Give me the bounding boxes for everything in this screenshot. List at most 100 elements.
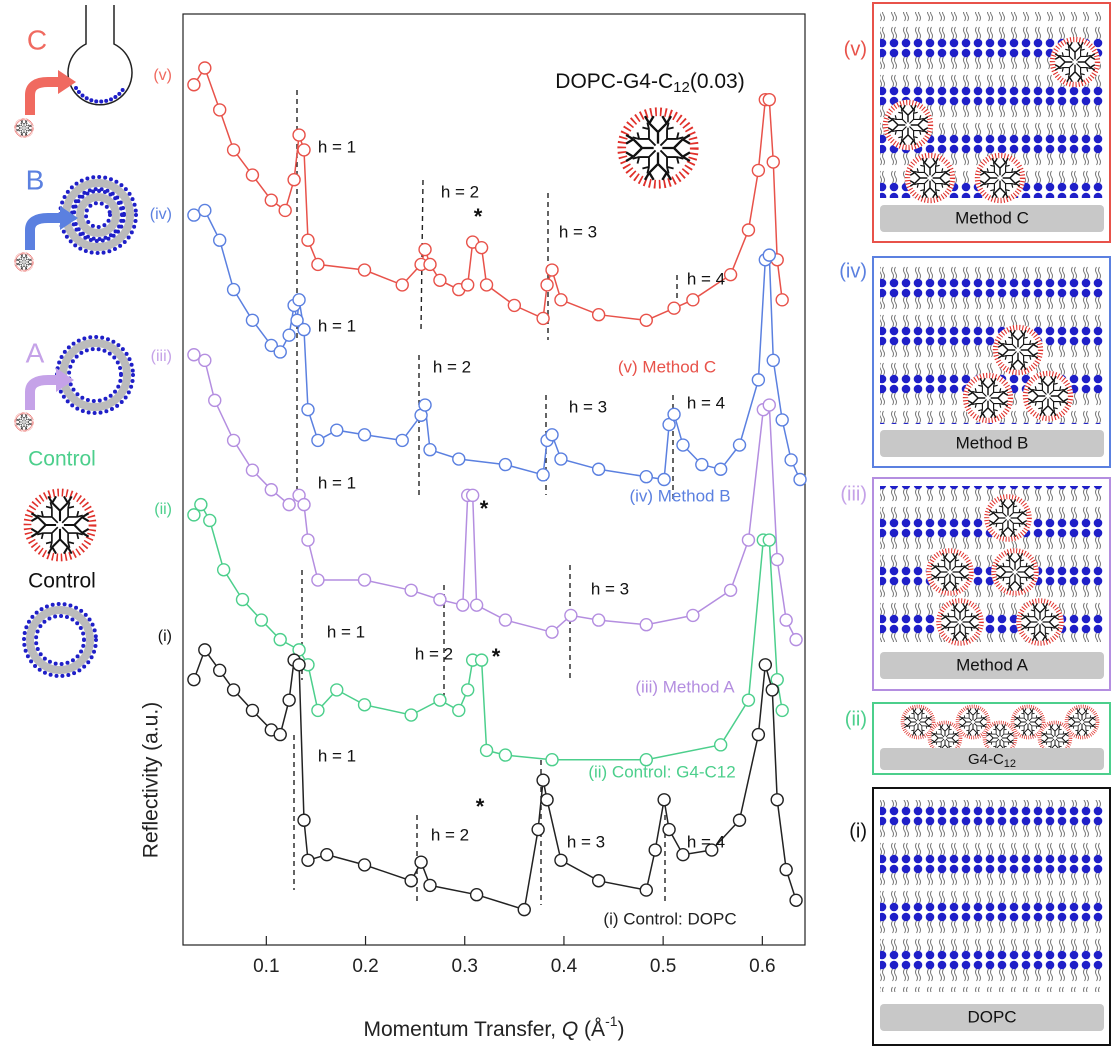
data-point [541, 794, 553, 806]
annotation: h = 4 [687, 393, 725, 412]
panel-roman: (v) [844, 38, 867, 60]
roman-label: (ii) [154, 501, 172, 518]
data-point [246, 704, 258, 716]
dendrimer [14, 412, 34, 432]
data-point [293, 659, 305, 671]
data-point [725, 584, 737, 596]
data-point [302, 234, 314, 246]
annotation: h = 1 [318, 137, 356, 156]
series-label: (v) Method C [618, 357, 716, 376]
data-point [759, 659, 771, 671]
data-point [265, 194, 277, 206]
icon-label: B [26, 164, 45, 195]
annotation: h = 3 [591, 579, 629, 598]
data-point [434, 274, 446, 286]
panel-roman: (ii) [845, 708, 867, 730]
y-axis-label: Reflectivity (a.u.) [140, 702, 163, 858]
data-point [696, 459, 708, 471]
data-point [476, 242, 488, 254]
dendrimer [1050, 37, 1100, 87]
data-point [331, 684, 343, 696]
data-point [763, 399, 775, 411]
arrow [30, 218, 62, 250]
vesicle-shell [63, 343, 127, 407]
dendrimer [1016, 598, 1064, 646]
annotation: h = 4 [687, 832, 725, 851]
panel-label-text: Method B [956, 434, 1029, 453]
roman-label: (i) [158, 628, 172, 645]
data-point [532, 824, 544, 836]
dendrimer [883, 100, 933, 150]
data-point [668, 408, 680, 420]
annotation: h = 2 [431, 825, 469, 844]
data-point [687, 294, 699, 306]
data-point [499, 459, 511, 471]
roman-label: (v) [153, 67, 172, 84]
panel-roman: (iv) [839, 260, 867, 282]
data-point [424, 879, 436, 891]
data-point [298, 499, 310, 511]
panel-label-text: DOPC [967, 1008, 1016, 1027]
dendrimer-icon [617, 107, 698, 188]
data-point [640, 619, 652, 631]
data-point [725, 269, 737, 281]
data-point [658, 474, 670, 486]
data-point [715, 739, 727, 751]
data-point [593, 309, 605, 321]
dendrimer [1023, 371, 1073, 421]
arrow [30, 82, 60, 115]
panel-label-text: Method C [955, 209, 1029, 228]
data-point [279, 204, 291, 216]
data-point [508, 299, 520, 311]
panel-label: DOPC [967, 1008, 1016, 1027]
series-label: (iii) Method A [635, 677, 735, 696]
chart-title: DOPC-G4-C12(0.03) [555, 70, 744, 96]
x-label-text: Momentum Transfer, [363, 1018, 561, 1041]
data-point [274, 346, 286, 358]
data-point [771, 554, 783, 566]
data-point [218, 564, 230, 576]
data-point [640, 471, 652, 483]
data-point [593, 463, 605, 475]
data-point [593, 614, 605, 626]
data-point [302, 854, 314, 866]
data-point [546, 754, 558, 766]
data-point [312, 574, 324, 586]
data-point [767, 156, 779, 168]
data-point [283, 694, 295, 706]
data-point [312, 258, 324, 270]
data-point [188, 349, 200, 361]
data-point [293, 294, 305, 306]
data-point [424, 444, 436, 456]
data-point [228, 434, 240, 446]
data-point [763, 249, 775, 261]
data-point [537, 312, 549, 324]
arrow [30, 380, 58, 410]
data-point [476, 654, 488, 666]
data-point [640, 314, 652, 326]
x-tick-label: 0.1 [253, 956, 279, 977]
data-point [752, 374, 764, 386]
data-point [228, 144, 240, 156]
data-point [481, 279, 493, 291]
data-point [752, 164, 764, 176]
title-suffix: (0.03) [690, 70, 745, 93]
data-point [499, 749, 511, 761]
data-point [312, 704, 324, 716]
bilayers [880, 800, 1104, 992]
x-axis-label: Momentum Transfer, Q (Å-1) [363, 1013, 624, 1041]
series-label: (ii) Control: G4-C12 [588, 762, 735, 781]
data-point [767, 354, 779, 366]
data-point [434, 594, 446, 606]
data-point [565, 609, 577, 621]
x-tick-label: 0.3 [452, 956, 478, 977]
data-point [555, 854, 567, 866]
data-point [677, 439, 689, 451]
data-point [396, 279, 408, 291]
x-tick-label: 0.6 [749, 956, 775, 977]
data-point [359, 574, 371, 586]
data-point [546, 429, 558, 441]
annotation: h = 2 [415, 644, 453, 663]
data-point [214, 234, 226, 246]
data-point [687, 609, 699, 621]
